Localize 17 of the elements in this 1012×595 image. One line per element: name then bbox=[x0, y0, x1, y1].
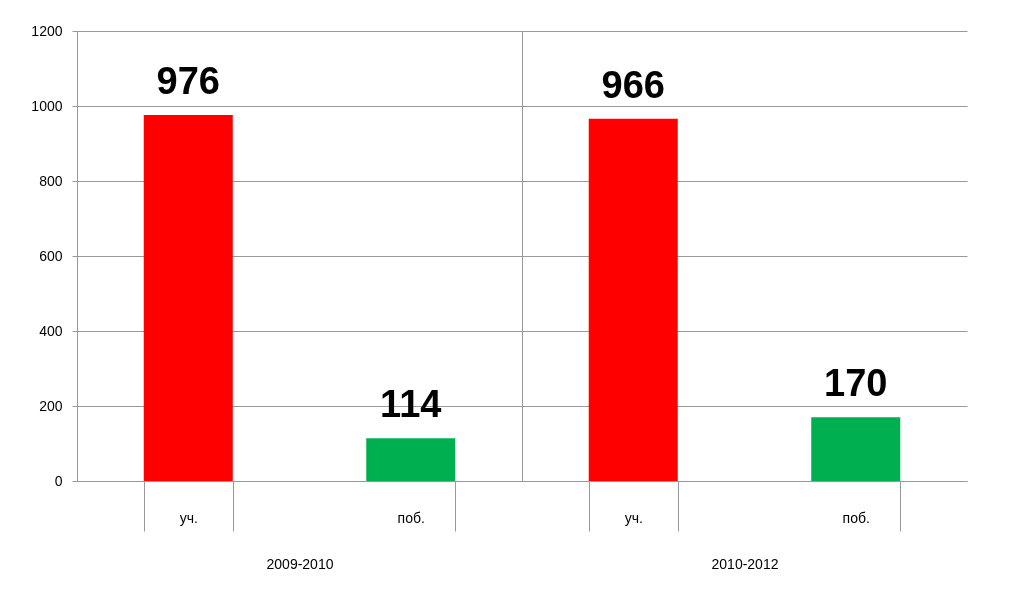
y-tick-label: 0 bbox=[54, 472, 63, 489]
y-tick-label: 200 bbox=[39, 397, 63, 414]
data-label: 114 bbox=[380, 383, 442, 426]
x-tick-label: поб. bbox=[842, 509, 870, 526]
y-tick-label: 400 bbox=[39, 322, 63, 339]
y-tick-label: 1000 bbox=[31, 97, 63, 114]
data-label: 170 bbox=[824, 362, 888, 405]
x-tick-label: уч. bbox=[179, 509, 198, 526]
y-tick-label: 800 bbox=[39, 172, 63, 189]
y-tick-label: 600 bbox=[39, 247, 63, 264]
y-tick-label: 1200 bbox=[31, 22, 63, 39]
x-tick-label: уч. bbox=[624, 509, 643, 526]
data-label: 966 bbox=[601, 63, 665, 106]
data-label: 976 bbox=[156, 60, 220, 102]
x-tick-label: поб. bbox=[397, 509, 425, 526]
x-axis-title: 2010-2012 bbox=[711, 556, 779, 572]
x-axis-title: 2009-2010 bbox=[266, 556, 334, 572]
